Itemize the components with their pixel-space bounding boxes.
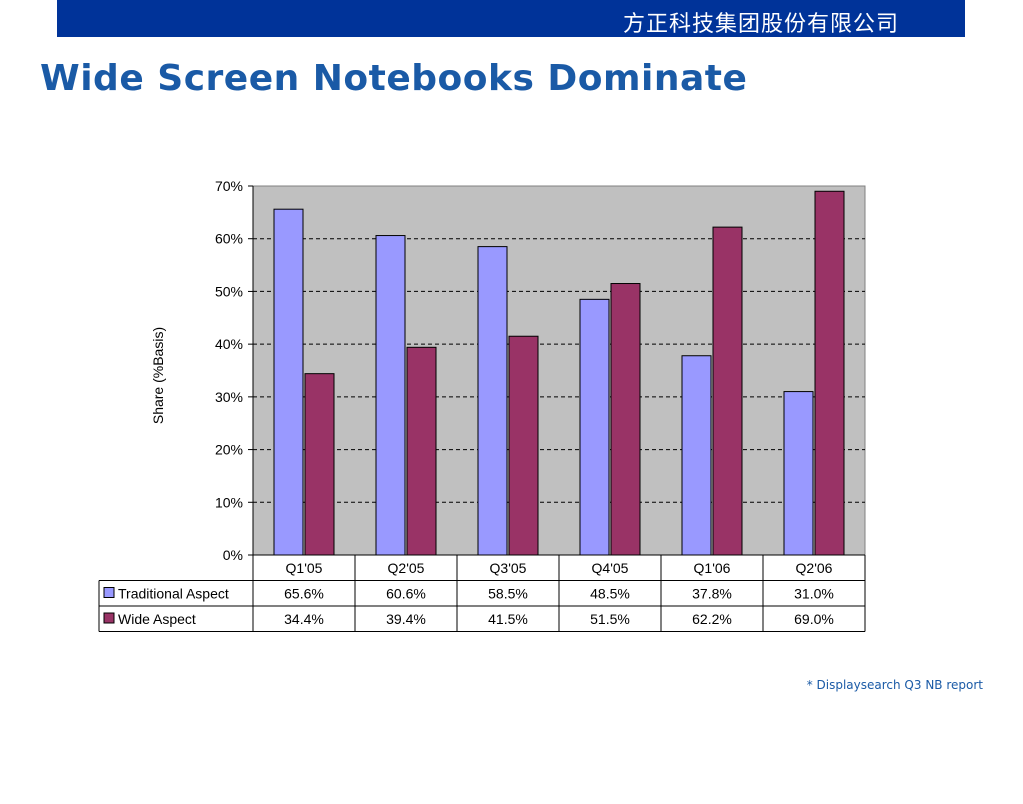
legend-label: Wide Aspect <box>118 611 196 627</box>
data-label: 37.8% <box>692 586 732 602</box>
y-tick-label: 10% <box>215 494 243 510</box>
bar <box>375 235 406 556</box>
y-tick-label: 60% <box>215 231 243 247</box>
bar <box>508 335 539 556</box>
legend-swatch <box>103 587 115 598</box>
data-label: 69.0% <box>794 611 834 627</box>
x-tick-label: Q1'05 <box>286 560 323 576</box>
y-tick-label: 40% <box>215 336 243 352</box>
y-tick-label: 50% <box>215 283 243 299</box>
data-label: 31.0% <box>794 586 834 602</box>
bar <box>406 346 437 556</box>
x-tick-label: Q3'05 <box>490 560 527 576</box>
bar <box>814 190 845 556</box>
data-label: 51.5% <box>590 611 630 627</box>
x-tick-label: Q4'05 <box>592 560 629 576</box>
x-tick-label: Q2'05 <box>388 560 425 576</box>
bar <box>477 246 508 556</box>
bar <box>681 355 712 556</box>
bar <box>610 283 641 556</box>
bar <box>579 298 610 556</box>
data-label: 62.2% <box>692 611 732 627</box>
bar <box>304 373 335 556</box>
data-label: 60.6% <box>386 586 426 602</box>
data-label: 65.6% <box>284 586 324 602</box>
bar <box>273 208 304 556</box>
y-tick-label: 0% <box>223 547 243 563</box>
slide-title: Wide Screen Notebooks Dominate <box>40 58 748 99</box>
legend-label: Traditional Aspect <box>118 586 229 602</box>
company-name: 方正科技集团股份有限公司 <box>622 12 899 37</box>
bar <box>783 391 814 556</box>
y-tick-label: 30% <box>215 389 243 405</box>
y-axis-label: Share (%Basis) <box>150 327 166 424</box>
x-tick-label: Q1'06 <box>694 560 731 576</box>
legend-swatch <box>103 612 115 624</box>
data-label: 48.5% <box>590 586 630 602</box>
y-tick-label: 20% <box>215 442 243 458</box>
data-label: 39.4% <box>386 611 426 627</box>
plot-area <box>252 185 866 556</box>
source-note: * Displaysearch Q3 NB report <box>806 678 983 692</box>
x-tick-label: Q2'06 <box>796 560 833 576</box>
data-label: 34.4% <box>284 611 324 627</box>
data-label: 41.5% <box>488 611 528 627</box>
y-tick-label: 70% <box>215 178 243 194</box>
header-bar: 方正科技集团股份有限公司 <box>57 0 965 37</box>
data-label: 58.5% <box>488 586 528 602</box>
bar <box>712 226 743 556</box>
